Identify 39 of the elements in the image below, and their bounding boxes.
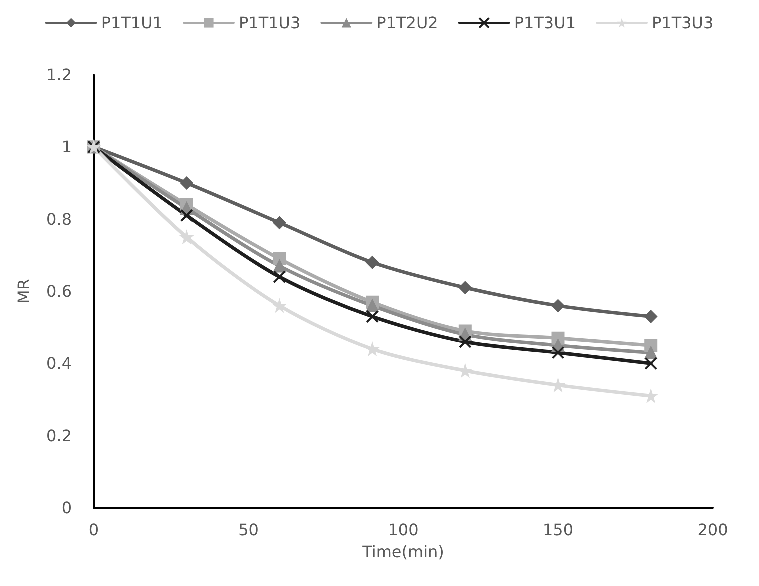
x-tick-label: 100 — [388, 520, 419, 540]
x-tick-label: 150 — [542, 520, 574, 540]
legend-label: P1T1U1 — [101, 14, 163, 32]
point — [552, 346, 565, 360]
legend-label: P1T3U1 — [514, 14, 576, 32]
x-tick-label: 50 — [238, 520, 259, 540]
y-tick-label: 0.4 — [46, 354, 72, 374]
point — [644, 390, 658, 403]
point — [180, 230, 194, 244]
y-tick-label: 0.8 — [46, 210, 72, 229]
point — [552, 299, 565, 312]
point — [180, 176, 194, 190]
point — [644, 310, 658, 324]
point — [644, 357, 658, 370]
y-tick-label: 1.2 — [46, 66, 72, 84]
x-tick-label: 200 — [698, 520, 728, 540]
y-tick-label: 0.2 — [46, 426, 72, 446]
point — [458, 281, 472, 294]
y-tick-label: 1 — [62, 138, 72, 157]
point — [552, 378, 565, 392]
y-tick-label: 0 — [62, 498, 72, 518]
legend-label: P1T3U3 — [652, 14, 714, 32]
y-axis-title: MR — [14, 279, 34, 304]
point — [273, 260, 286, 273]
y-tick-label: 0.6 — [46, 282, 72, 301]
point — [458, 336, 472, 349]
x-tick-label: 0 — [88, 520, 100, 540]
point — [366, 310, 380, 324]
point — [366, 342, 380, 356]
point — [180, 209, 194, 222]
point — [273, 270, 286, 284]
point — [366, 256, 380, 270]
legend-label: P1T2U2 — [376, 14, 438, 32]
point — [644, 346, 658, 360]
point — [273, 299, 286, 312]
point — [366, 299, 380, 312]
legend-label: P1T1U3 — [238, 14, 301, 32]
point — [273, 216, 286, 230]
x-axis-title: Time(min) — [362, 542, 444, 562]
